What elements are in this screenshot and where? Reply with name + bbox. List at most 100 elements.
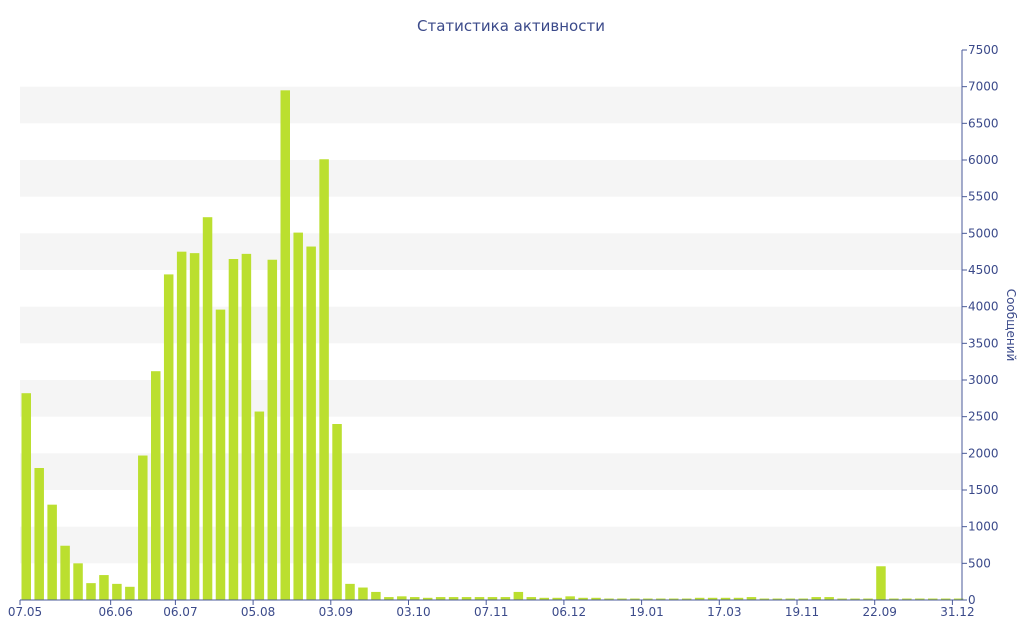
y-tick-label: 6000	[968, 153, 999, 167]
bar	[876, 566, 886, 600]
bar-series	[21, 90, 964, 601]
bar	[461, 597, 472, 600]
bar	[241, 253, 252, 600]
bar	[785, 598, 796, 600]
bar	[151, 371, 161, 600]
x-tick-label: 07.05	[8, 605, 42, 619]
x-axis-ticks: 07.05 06.06 06.07 05.08 03.09 03.10 07.11 06.12…	[8, 600, 975, 619]
bar	[746, 597, 757, 600]
y-axis-label: Сообщений	[1004, 289, 1018, 362]
bar	[513, 591, 524, 600]
bar	[591, 597, 601, 600]
y-tick-label: 7000	[968, 80, 999, 94]
bar	[656, 598, 666, 600]
y-axis-ticks: 0 500 1000 1500 2000 2500 3000 3500 4000 4500 5000…	[962, 43, 999, 607]
bar	[60, 545, 70, 600]
bar	[254, 411, 265, 600]
bar	[811, 597, 821, 600]
y-tick-label: 500	[968, 556, 991, 570]
bar	[902, 598, 912, 600]
y-tick-label: 2500	[968, 410, 999, 424]
bar	[487, 597, 498, 600]
bar	[176, 251, 187, 600]
bar	[228, 259, 239, 600]
bar	[772, 598, 783, 600]
bar	[280, 90, 290, 600]
bar	[526, 597, 537, 600]
grid-band	[20, 453, 962, 490]
grid-band	[20, 526, 962, 564]
bar	[539, 597, 549, 600]
bar	[940, 598, 951, 600]
bar	[694, 597, 705, 600]
bar	[384, 597, 394, 600]
bar	[798, 598, 808, 600]
y-tick-label: 7500	[968, 43, 999, 57]
grid-band	[20, 306, 962, 344]
bar	[345, 583, 355, 600]
y-tick-label: 1000	[968, 520, 999, 534]
bar	[630, 598, 640, 600]
bar	[319, 159, 329, 600]
bar	[358, 587, 368, 600]
grid-bands	[20, 86, 962, 564]
y-tick-label: 3500	[968, 336, 999, 350]
grid-band	[20, 86, 962, 124]
bar	[953, 598, 964, 600]
bar	[422, 597, 433, 600]
bar	[435, 597, 446, 600]
bar	[73, 563, 83, 600]
bar	[850, 598, 860, 600]
bar	[332, 424, 342, 600]
bar	[915, 598, 925, 600]
bar	[448, 597, 459, 600]
bar	[99, 575, 109, 600]
bar	[267, 259, 278, 600]
bar	[86, 583, 96, 600]
bar	[189, 253, 200, 600]
bar	[474, 597, 485, 600]
bar	[565, 596, 575, 600]
bar	[112, 583, 122, 600]
bar	[643, 598, 653, 600]
x-tick-label: 06.06	[98, 605, 132, 619]
bar	[617, 598, 627, 600]
x-tick-label: 22.09	[863, 605, 897, 619]
chart-title: Статистика активности	[417, 17, 605, 35]
x-tick-label: 03.09	[319, 605, 353, 619]
x-tick-label: 17.03	[707, 605, 741, 619]
bar	[138, 455, 148, 600]
x-tick-label: 06.12	[552, 605, 586, 619]
y-tick-label: 5000	[968, 226, 999, 240]
y-tick-label: 4500	[968, 263, 999, 277]
x-tick-label: 05.08	[241, 605, 275, 619]
bar	[824, 597, 834, 600]
grid-band	[20, 160, 962, 197]
bar	[578, 597, 588, 600]
bar	[604, 598, 614, 600]
bar	[202, 217, 213, 600]
bar	[293, 232, 303, 600]
bar	[215, 309, 226, 600]
y-tick-label: 4000	[968, 300, 999, 314]
bar	[681, 598, 692, 600]
bar	[863, 598, 873, 600]
bar	[21, 393, 31, 600]
x-tick-label: 07.11	[474, 605, 508, 619]
x-tick-label: 19.01	[629, 605, 663, 619]
bar	[733, 597, 744, 600]
bar	[125, 586, 135, 600]
y-tick-label: 6500	[968, 116, 999, 130]
bar	[837, 598, 847, 600]
bar	[163, 274, 174, 600]
bar	[371, 591, 381, 600]
bar	[552, 597, 562, 600]
x-tick-label: 19.11	[785, 605, 819, 619]
bar	[928, 598, 938, 600]
bar	[500, 597, 511, 600]
y-tick-label: 2000	[968, 446, 999, 460]
x-tick-label: 03.10	[396, 605, 430, 619]
x-tick-label: 06.07	[163, 605, 197, 619]
x-tick-label: 31.12	[940, 605, 974, 619]
